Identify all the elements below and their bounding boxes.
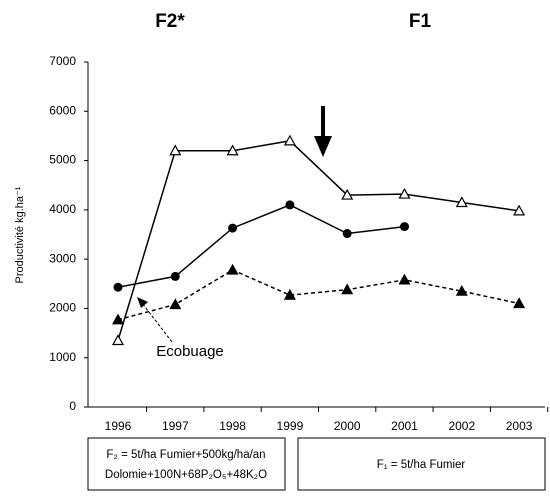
x-tick-label: 2003 (506, 419, 533, 433)
x-tick-label: 1999 (277, 419, 304, 433)
point (113, 282, 123, 292)
annotation: F2* (155, 11, 185, 32)
pointer-arrow (137, 297, 173, 343)
point (398, 273, 411, 285)
point (341, 188, 354, 200)
note-box (87, 437, 286, 491)
series-line (117, 140, 520, 341)
x-tick-label: 2002 (448, 419, 475, 433)
arrow (314, 106, 332, 157)
point (226, 263, 239, 275)
point (226, 144, 239, 156)
point (169, 144, 182, 156)
point (342, 229, 352, 239)
series-line (117, 204, 405, 288)
series-line (117, 269, 520, 321)
annotation: Ecobuage (156, 343, 224, 360)
x-tick-label: 1997 (162, 419, 189, 433)
y-tick-label: 5000 (49, 153, 76, 167)
note: F₂ = 5t/ha Fumier+500kg/ha/an (106, 449, 265, 461)
point (398, 187, 411, 199)
note: F₁ = 5t/ha Fumier (377, 459, 466, 471)
x-tick-label: 2000 (334, 419, 361, 433)
point (169, 298, 182, 310)
point (400, 222, 409, 232)
point (455, 284, 468, 296)
point (513, 297, 526, 309)
point (283, 134, 296, 146)
annotation: F1 (409, 11, 432, 32)
x-tick-label: 1998 (219, 419, 246, 433)
y-tick-label: 7000 (49, 54, 76, 68)
point (111, 334, 125, 346)
point (283, 288, 296, 300)
point (341, 283, 354, 295)
point (228, 223, 238, 233)
y-tick-label: 4000 (49, 202, 76, 216)
y-tick-label: 6000 (49, 103, 76, 117)
y-tick-label: 2000 (49, 301, 76, 315)
y-tick-label: 1000 (49, 350, 76, 364)
point (513, 204, 526, 216)
point (455, 196, 468, 208)
y-axis-label: Productivité kg.ha⁻¹ (14, 186, 26, 283)
y-tick-label: 0 (69, 399, 76, 413)
note-box (297, 437, 546, 491)
y-tick-label: 3000 (49, 251, 76, 265)
point (285, 200, 295, 210)
point (111, 313, 125, 325)
point (170, 271, 180, 281)
x-tick-label: 1996 (105, 419, 132, 433)
x-tick-label: 2001 (391, 419, 418, 433)
note: Dolomie+100N+68P₂O₅+48K₂O (105, 469, 267, 481)
